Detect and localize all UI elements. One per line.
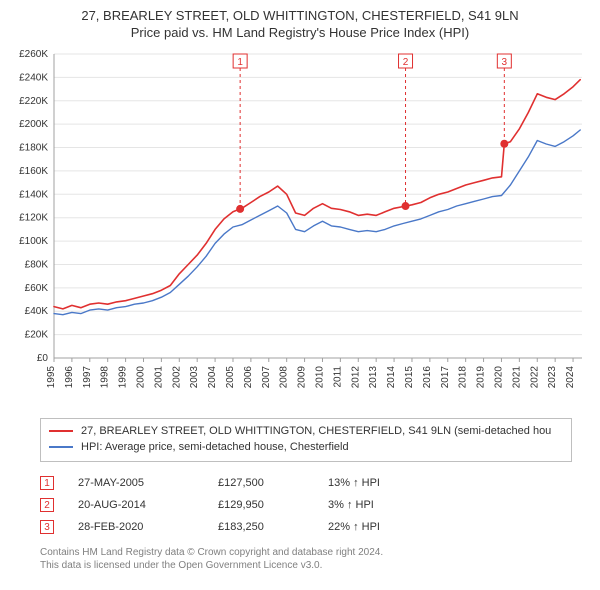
svg-text:2022: 2022 bbox=[529, 366, 540, 389]
svg-text:2015: 2015 bbox=[404, 366, 415, 389]
svg-text:2005: 2005 bbox=[225, 366, 236, 389]
svg-text:3: 3 bbox=[502, 57, 508, 68]
svg-text:£100K: £100K bbox=[19, 236, 48, 247]
svg-text:2021: 2021 bbox=[511, 366, 522, 389]
line-chart-svg: £0 £20K £40K £60K £80K £100K £120K £140K £160K £1… bbox=[10, 46, 590, 412]
svg-text:2014: 2014 bbox=[386, 366, 397, 389]
legend-swatch bbox=[49, 446, 73, 448]
transaction-pct: 13% ↑ HPI bbox=[328, 477, 448, 489]
chart-area: £0 £20K £40K £60K £80K £100K £120K £140K £160K £1… bbox=[10, 46, 590, 412]
legend-swatch bbox=[49, 430, 73, 432]
transaction-date: 20-AUG-2014 bbox=[78, 499, 218, 511]
svg-text:2003: 2003 bbox=[189, 366, 200, 389]
transaction-marker: 1 bbox=[40, 476, 54, 490]
svg-text:2017: 2017 bbox=[440, 366, 451, 389]
svg-text:£40K: £40K bbox=[25, 306, 49, 317]
legend-label: 27, BREARLEY STREET, OLD WHITTINGTON, CH… bbox=[81, 425, 551, 437]
svg-text:2011: 2011 bbox=[332, 366, 343, 388]
footer-line-2: This data is licensed under the Open Gov… bbox=[40, 559, 572, 572]
svg-text:1995: 1995 bbox=[46, 366, 57, 389]
svg-text:£160K: £160K bbox=[19, 166, 48, 177]
svg-text:2013: 2013 bbox=[368, 366, 379, 389]
transaction-marker: 2 bbox=[40, 498, 54, 512]
footer-line-1: Contains HM Land Registry data © Crown c… bbox=[40, 546, 572, 559]
svg-text:£180K: £180K bbox=[19, 143, 48, 154]
legend-item: 27, BREARLEY STREET, OLD WHITTINGTON, CH… bbox=[49, 423, 563, 439]
svg-text:£60K: £60K bbox=[25, 283, 49, 294]
svg-text:1998: 1998 bbox=[100, 366, 111, 389]
svg-text:2006: 2006 bbox=[243, 366, 254, 389]
transaction-pct: 22% ↑ HPI bbox=[328, 521, 448, 533]
svg-text:£120K: £120K bbox=[19, 213, 48, 224]
footer-attribution: Contains HM Land Registry data © Crown c… bbox=[40, 546, 572, 572]
svg-text:£220K: £220K bbox=[19, 96, 48, 107]
svg-text:1: 1 bbox=[237, 57, 243, 68]
svg-text:2001: 2001 bbox=[153, 366, 164, 389]
svg-text:2016: 2016 bbox=[422, 366, 433, 389]
legend-label: HPI: Average price, semi-detached house,… bbox=[81, 441, 349, 453]
svg-text:2023: 2023 bbox=[547, 366, 558, 389]
svg-text:£200K: £200K bbox=[19, 119, 48, 130]
transaction-price: £183,250 bbox=[218, 521, 328, 533]
svg-text:£240K: £240K bbox=[19, 72, 48, 83]
transactions-table: 1 27-MAY-2005£127,50013% ↑ HPI 2 20-AUG-201… bbox=[40, 472, 572, 538]
svg-text:2012: 2012 bbox=[350, 366, 361, 389]
svg-text:2004: 2004 bbox=[207, 366, 218, 389]
svg-text:£80K: £80K bbox=[25, 259, 49, 270]
svg-text:2008: 2008 bbox=[279, 366, 290, 389]
svg-text:£260K: £260K bbox=[19, 49, 48, 60]
legend-box: 27, BREARLEY STREET, OLD WHITTINGTON, CH… bbox=[40, 418, 572, 462]
legend-item: HPI: Average price, semi-detached house,… bbox=[49, 439, 563, 455]
svg-text:2: 2 bbox=[403, 57, 409, 68]
transaction-price: £129,950 bbox=[218, 499, 328, 511]
transaction-row: 1 27-MAY-2005£127,50013% ↑ HPI bbox=[40, 472, 572, 494]
transaction-row: 2 20-AUG-2014£129,9503% ↑ HPI bbox=[40, 494, 572, 516]
title-line-1: 27, BREARLEY STREET, OLD WHITTINGTON, CH… bbox=[10, 8, 590, 23]
svg-text:1997: 1997 bbox=[82, 366, 93, 389]
svg-text:£0: £0 bbox=[37, 353, 49, 364]
svg-text:2009: 2009 bbox=[297, 366, 308, 389]
svg-text:£20K: £20K bbox=[25, 330, 49, 341]
svg-text:2018: 2018 bbox=[458, 366, 469, 389]
svg-text:2019: 2019 bbox=[476, 366, 487, 389]
transaction-marker: 3 bbox=[40, 520, 54, 534]
svg-text:2007: 2007 bbox=[261, 366, 272, 389]
svg-text:2010: 2010 bbox=[314, 366, 325, 389]
chart-container: 27, BREARLEY STREET, OLD WHITTINGTON, CH… bbox=[0, 0, 600, 590]
svg-text:1996: 1996 bbox=[64, 366, 75, 389]
svg-text:2002: 2002 bbox=[171, 366, 182, 389]
transaction-price: £127,500 bbox=[218, 477, 328, 489]
svg-text:2000: 2000 bbox=[135, 366, 146, 389]
transaction-pct: 3% ↑ HPI bbox=[328, 499, 448, 511]
svg-text:2024: 2024 bbox=[565, 366, 576, 389]
svg-text:1999: 1999 bbox=[118, 366, 129, 389]
svg-text:2020: 2020 bbox=[493, 366, 504, 389]
transaction-row: 3 28-FEB-2020£183,25022% ↑ HPI bbox=[40, 516, 572, 538]
svg-text:£140K: £140K bbox=[19, 189, 48, 200]
transaction-date: 28-FEB-2020 bbox=[78, 521, 218, 533]
transaction-date: 27-MAY-2005 bbox=[78, 477, 218, 489]
title-line-2: Price paid vs. HM Land Registry's House … bbox=[10, 25, 590, 40]
